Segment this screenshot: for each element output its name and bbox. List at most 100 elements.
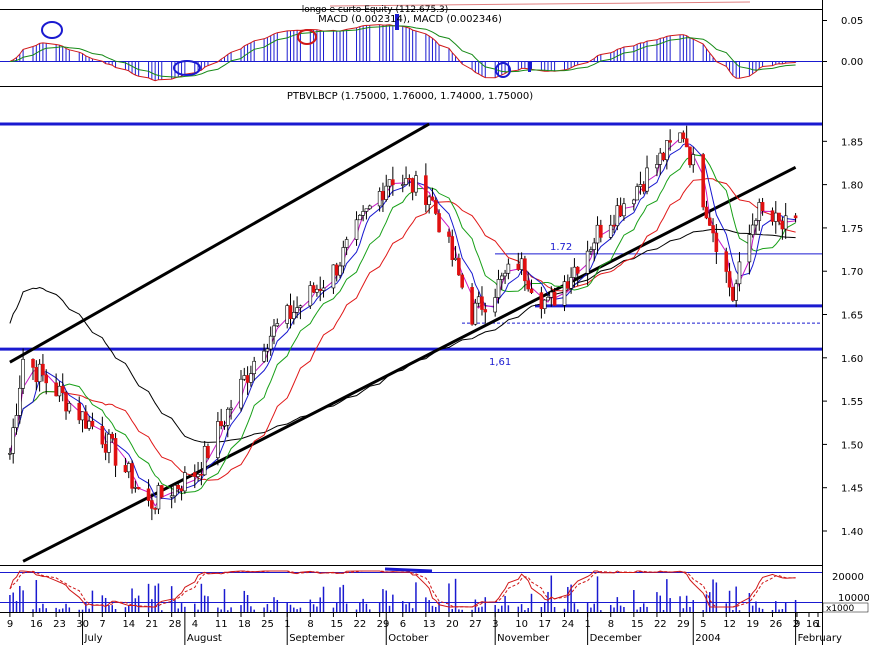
candle-down	[727, 271, 732, 288]
candlestick	[473, 298, 478, 326]
candle-down	[433, 200, 438, 214]
candle-up	[285, 305, 289, 324]
candle-down	[90, 420, 95, 427]
price-tick-label: 1.85	[841, 137, 863, 148]
candle-up	[265, 348, 270, 352]
x-tick-label: 1	[815, 619, 821, 630]
candle-up	[21, 358, 25, 389]
candle-down	[77, 403, 82, 421]
candle-up	[635, 186, 639, 201]
candle-up	[750, 224, 755, 235]
candlestick	[311, 282, 316, 293]
candle-down	[391, 179, 395, 186]
candlestick	[169, 486, 174, 509]
candle-up	[8, 453, 12, 455]
candle-up	[773, 212, 778, 222]
chart-frame	[0, 0, 823, 645]
candlestick	[239, 370, 243, 412]
candle-up	[298, 305, 303, 308]
candle-down	[539, 292, 544, 309]
candle-up	[658, 152, 663, 165]
candle-down	[684, 138, 689, 148]
price-tick-label: 1.40	[841, 527, 863, 538]
candle-down	[381, 191, 385, 200]
candle-down	[153, 508, 157, 510]
candle-down	[150, 500, 154, 509]
candlestick	[638, 171, 643, 195]
candle-down	[103, 443, 108, 453]
candlestick	[668, 129, 672, 151]
candle-up	[734, 283, 738, 301]
candle-up	[252, 360, 256, 374]
x-tick-label: 15	[330, 619, 343, 630]
candle-up	[569, 277, 573, 289]
candlestick	[262, 343, 266, 363]
candle-up	[400, 184, 405, 186]
candle-up	[361, 211, 365, 216]
candlestick	[645, 155, 649, 195]
volume-tick-label: 20000	[832, 572, 864, 583]
candle-up	[754, 220, 758, 226]
candlestick	[156, 482, 161, 515]
candlestick	[338, 261, 342, 279]
candle-down	[760, 202, 765, 212]
x-tick-label: 7	[99, 619, 105, 630]
candle-down	[60, 385, 65, 393]
candle-down	[714, 232, 719, 252]
candlestick	[754, 218, 758, 234]
candlestick	[496, 269, 501, 304]
candle-up	[331, 264, 336, 289]
candlestick	[757, 198, 762, 231]
candlestick	[506, 258, 511, 280]
candlestick	[252, 356, 256, 381]
candle-up	[268, 335, 273, 350]
candle-down	[110, 433, 115, 439]
candlestick	[318, 276, 323, 302]
candle-up	[503, 272, 507, 277]
x-tick-label: 29	[677, 619, 690, 630]
month-label: December	[590, 633, 643, 644]
candle-down	[192, 472, 197, 477]
candlestick	[77, 396, 82, 424]
candlestick	[618, 197, 623, 217]
candle-down	[100, 426, 105, 445]
volume-unit-label: x1000	[826, 604, 855, 614]
candlestick	[549, 286, 554, 307]
macd-marker-red-1	[297, 29, 317, 45]
candlestick	[44, 369, 49, 395]
x-tick-label: 21	[146, 619, 159, 630]
macd-title-line2: MACD (0.002314), MACD (0.002346)	[318, 14, 502, 25]
candlestick	[592, 237, 597, 262]
candle-up	[427, 196, 431, 205]
candle-down	[707, 217, 712, 226]
candle-down	[701, 154, 705, 208]
candle-down	[311, 285, 316, 293]
candlestick	[84, 405, 88, 429]
candle-down	[54, 382, 58, 397]
x-tick-label: 12	[723, 619, 736, 630]
candlestick	[179, 485, 184, 501]
candle-down	[793, 215, 798, 219]
candle-up	[783, 215, 788, 230]
candle-up	[453, 257, 458, 260]
x-tick-label: 15	[631, 619, 644, 630]
candlestick	[41, 354, 45, 382]
candle-up	[262, 350, 266, 362]
candle-down	[641, 184, 646, 192]
x-tick-label: 25	[261, 619, 274, 630]
candle-up	[473, 302, 478, 325]
candlestick	[275, 318, 280, 328]
candle-up	[387, 179, 392, 187]
candlestick	[391, 166, 395, 196]
x-tick-label: 9	[794, 619, 800, 630]
candlestick	[635, 183, 639, 201]
candlestick	[272, 319, 276, 345]
candlestick	[367, 204, 372, 210]
candlestick	[608, 214, 613, 240]
candlestick	[410, 177, 415, 201]
x-tick-label: 28	[169, 619, 182, 630]
stochastic-d-line	[9, 570, 796, 608]
candle-down	[447, 231, 451, 237]
candlestick	[704, 200, 709, 220]
candle-down	[41, 363, 45, 376]
